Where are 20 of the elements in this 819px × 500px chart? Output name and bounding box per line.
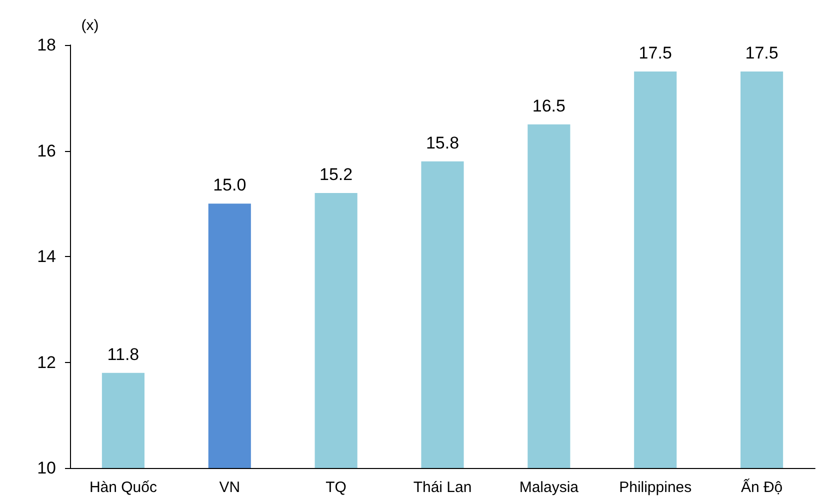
y-axis-title: (x) xyxy=(81,17,99,34)
y-tick-label: 12 xyxy=(37,352,56,372)
data-label: 15.0 xyxy=(213,176,246,195)
x-tick-label: VN xyxy=(219,479,240,496)
y-tick-label: 18 xyxy=(37,36,56,54)
x-tick-label: Hàn Quốc xyxy=(89,479,158,496)
data-label: 17.5 xyxy=(638,43,672,62)
y-tick-label: 10 xyxy=(37,458,56,478)
data-label: 15.8 xyxy=(426,133,460,152)
x-tick-label: Ấn Độ xyxy=(740,478,783,496)
data-label: 16.5 xyxy=(532,96,566,116)
x-tick-label: Thái Lan xyxy=(413,479,472,496)
x-tick-label: Malaysia xyxy=(519,479,580,496)
y-tick-label: 16 xyxy=(37,141,56,160)
data-label: 11.8 xyxy=(107,344,140,364)
data-label: 15.2 xyxy=(320,165,353,184)
x-tick-label: Philippines xyxy=(619,479,692,496)
x-tick-label: TQ xyxy=(326,479,346,496)
data-label: 17.5 xyxy=(745,43,778,62)
y-tick-label: 14 xyxy=(37,247,56,266)
